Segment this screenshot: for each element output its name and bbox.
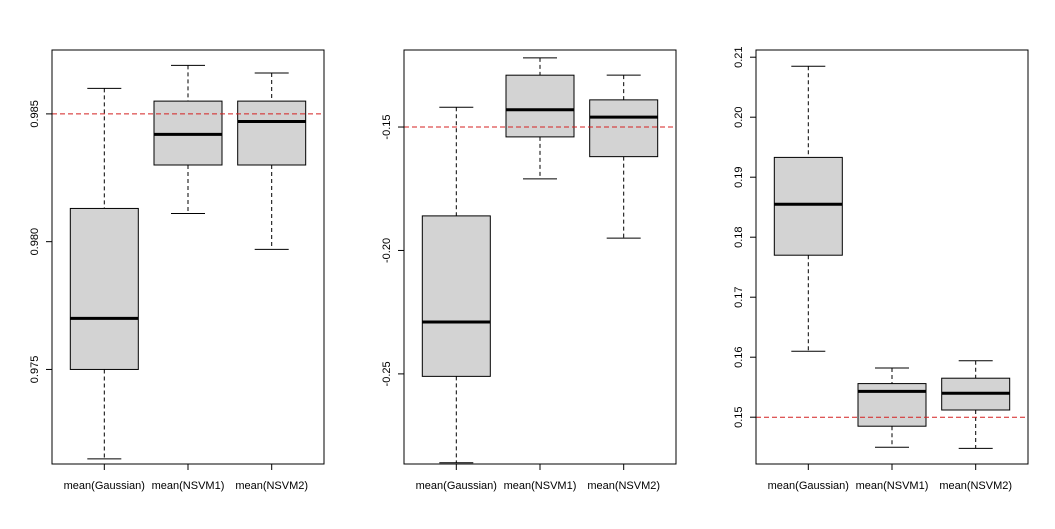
box-2 bbox=[857, 367, 927, 448]
x-tick-label: mean(NSVM1) bbox=[504, 480, 577, 492]
y-tick-label: 0.18 bbox=[733, 226, 745, 247]
y-tick-label: 0.975 bbox=[29, 356, 41, 384]
x-tick-label: mean(Gaussian) bbox=[64, 480, 145, 492]
y-tick-label: 0.17 bbox=[733, 286, 745, 307]
x-tick-label: mean(NSVM2) bbox=[939, 480, 1012, 492]
iqr-box bbox=[773, 156, 843, 256]
box-3 bbox=[237, 72, 307, 250]
x-tick-label: mean(Gaussian) bbox=[416, 480, 497, 492]
y-tick-label: 0.19 bbox=[733, 166, 745, 187]
box-1 bbox=[69, 87, 139, 460]
panel-1: 0.975 0.980 0.985 mean(Gaussian) mean(NSVM1)… bbox=[29, 49, 325, 492]
iqr-box bbox=[589, 99, 659, 158]
panel-3: 0.15 0.16 0.17 0.18 0.19 0.20 0.21 mean(Gaussia… bbox=[733, 46, 1029, 492]
y-tick-label: 0.20 bbox=[733, 106, 745, 127]
box-3 bbox=[589, 74, 659, 239]
y-tick-label: 0.21 bbox=[733, 46, 745, 67]
y-tick-label: -0.15 bbox=[381, 114, 393, 139]
x-tick-label: mean(NSVM2) bbox=[235, 480, 308, 492]
box-2 bbox=[505, 57, 575, 180]
iqr-box bbox=[505, 74, 575, 138]
iqr-box bbox=[421, 215, 491, 377]
x-tick-label: mean(NSVM1) bbox=[856, 480, 929, 492]
panel-2: -0.25 -0.20 -0.15 mean(Gaussian) mean(NSVM1)… bbox=[381, 49, 677, 492]
x-tick-label: mean(NSVM2) bbox=[587, 480, 660, 492]
y-tick-label: 0.985 bbox=[29, 100, 41, 128]
y-tick-label: 0.15 bbox=[733, 406, 745, 427]
box-3 bbox=[941, 360, 1011, 449]
iqr-box bbox=[237, 100, 307, 166]
box-1 bbox=[421, 106, 491, 464]
y-tick-label: 0.980 bbox=[29, 228, 41, 256]
x-tick-label: mean(Gaussian) bbox=[768, 480, 849, 492]
iqr-box bbox=[69, 207, 139, 370]
y-tick-label: 0.16 bbox=[733, 346, 745, 367]
y-tick-label: -0.25 bbox=[381, 361, 393, 386]
y-tick-label: -0.20 bbox=[381, 238, 393, 263]
box-1 bbox=[773, 65, 843, 352]
x-tick-label: mean(NSVM1) bbox=[152, 480, 225, 492]
box-2 bbox=[153, 64, 223, 215]
